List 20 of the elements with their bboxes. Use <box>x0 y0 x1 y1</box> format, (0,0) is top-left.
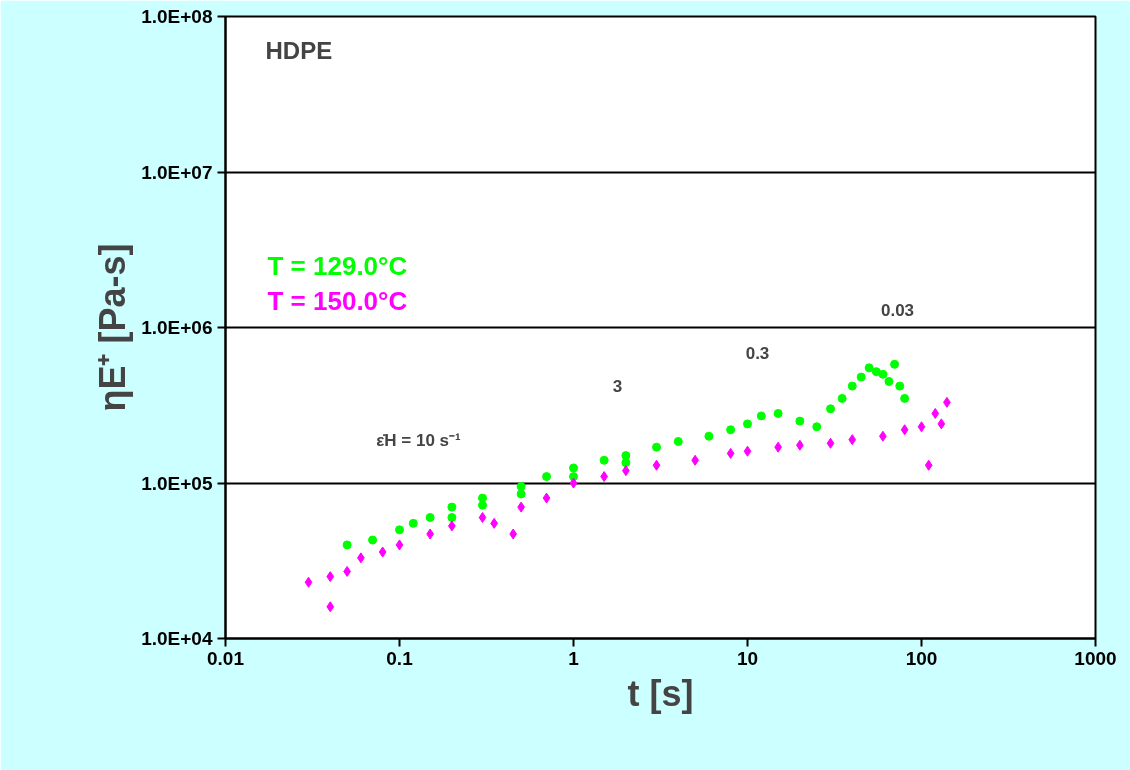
x-tick-label: 1 <box>568 647 580 669</box>
annotation: ε̇H = 10 s⁻¹ <box>376 431 462 450</box>
y-axis-title: ηE⁺ [Pa-s] <box>92 243 134 412</box>
text: T = 150.0°C <box>267 285 408 316</box>
text: T = 129.0°C <box>267 250 408 281</box>
annotation: 0.3 <box>745 343 770 363</box>
x-axis-title: t [s] <box>627 672 694 714</box>
x-tick-label: 100 <box>905 647 938 669</box>
y-tick-label: 1.0E+06 <box>141 317 213 338</box>
y-tick-label: 1.0E+07 <box>141 161 213 183</box>
x-tick-label: 0.01 <box>207 647 245 669</box>
annotation: 0.03 <box>880 300 915 320</box>
x-tick-label: 10 <box>736 647 759 669</box>
text: HDPE <box>265 36 333 64</box>
x-tick-label: 0.1 <box>386 647 414 669</box>
annotation: 3 <box>612 376 623 396</box>
y-tick-label: 1.0E+05 <box>141 472 213 494</box>
x-tick-label: 1000 <box>1074 647 1117 669</box>
y-tick-label: 1.0E+08 <box>141 6 213 27</box>
y-tick-label: 1.0E+04 <box>141 628 213 649</box>
